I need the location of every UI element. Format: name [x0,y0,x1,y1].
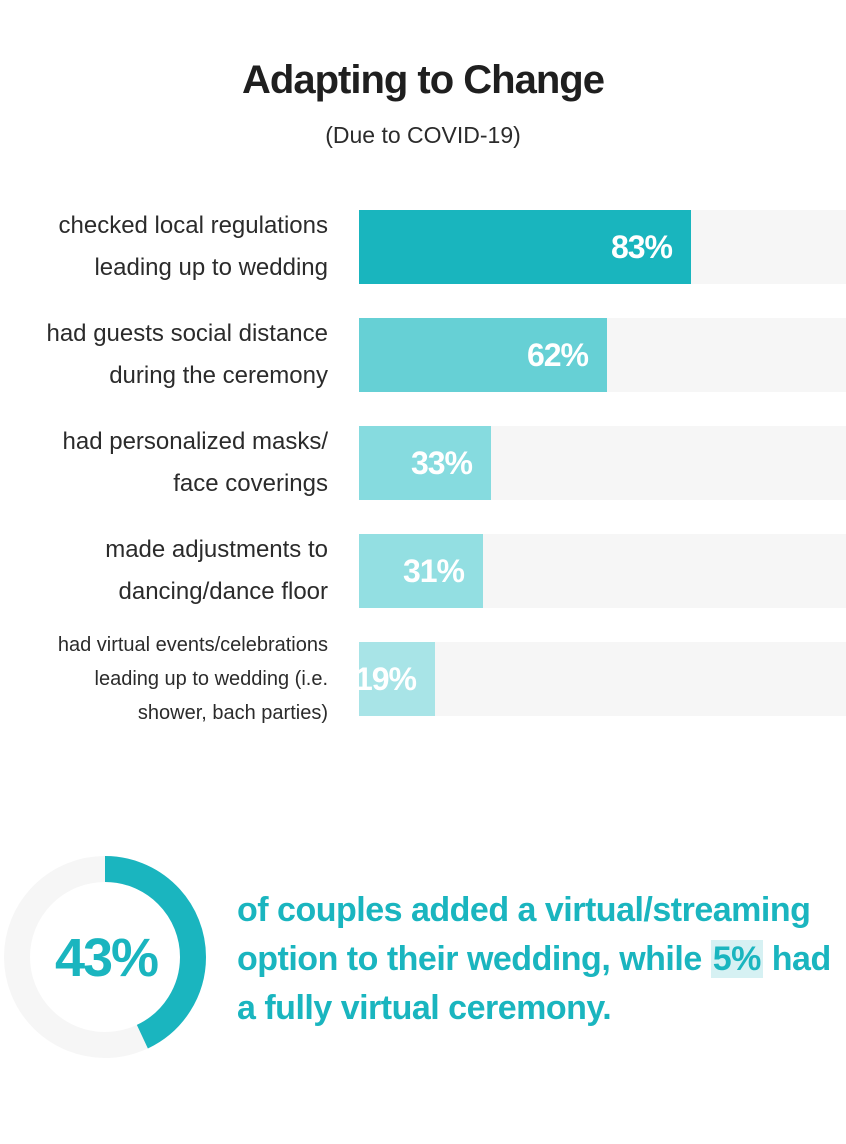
bar-value-label: 33% [410,445,473,481]
donut-value-label: 43% [54,928,159,988]
category-label: checked local regulations leading up to w… [59,205,329,289]
category-label-line: made adjustments to [105,536,328,563]
chart-subtitle: (Due to COVID-19) [325,122,521,148]
chart-title: Adapting to Change [242,58,605,102]
stat-highlight: 5% [710,940,763,978]
bar-value-label: 31% [402,553,465,589]
category-label-line: shower, bach parties) [137,702,328,724]
donut-ring [4,856,206,1058]
category-label-line: face coverings [173,470,328,497]
category-label-line: leading up to wedding (i.e. [94,668,329,690]
category-label: had guests social distance during the cer… [46,313,328,397]
bar-value-label: 83% [610,229,673,265]
donut-arc [4,856,206,1058]
bar [359,318,607,392]
category-label-line: checked local regulations [58,212,329,239]
stat-text-after: had a fully virtual ceremony. [237,940,831,1027]
category-label: had personalized masks/face coverings [63,421,328,505]
bar-chart: 83% checked local regulations leading up t… [46,205,846,730]
stat-text-before: of couples added a virtual/streaming opt… [237,891,811,978]
bar [359,534,483,608]
bar-value-label: 62% [526,337,589,373]
category-label: made adjustments to dancing/dance floor [105,529,328,613]
bar-value-label: 19% [354,661,417,697]
bar [359,210,691,284]
category-label-line: leading up to wedding [94,254,328,281]
category-label: had virtual events/celebrations leading u… [58,628,328,730]
bar [359,426,491,500]
category-label-line: had virtual events/celebrations [57,634,328,656]
category-label-line: during the ceremony [109,362,328,389]
bar-track [359,642,846,716]
category-label-line: dancing/dance floor [118,578,328,605]
category-label-line: had personalized masks/ [62,428,328,455]
category-label-line: had guests social distance [46,320,328,347]
stat-callout: of couples added a virtual/streaming opt… [237,886,837,1033]
bar [359,642,435,716]
